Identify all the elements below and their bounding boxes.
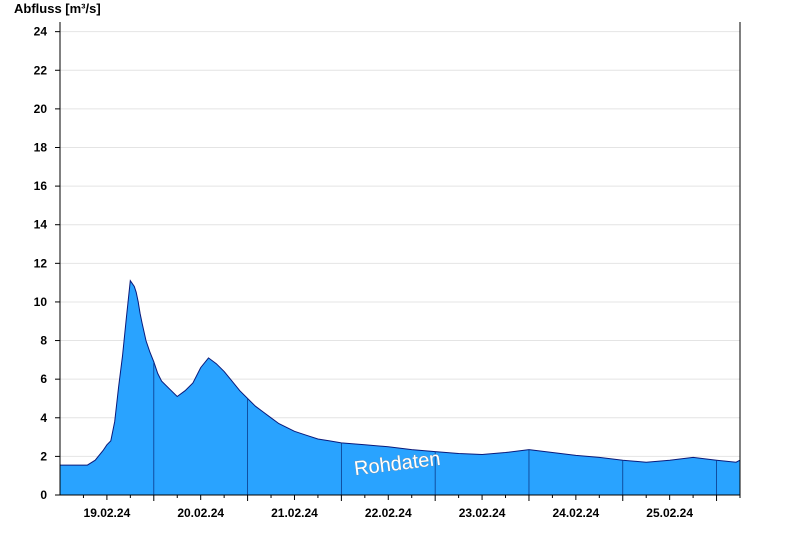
y-tick-label: 4 [40,411,47,425]
y-tick-label: 18 [34,140,48,154]
x-tick-label: 22.02.24 [365,506,412,520]
y-tick-label: 14 [34,218,48,232]
y-axis-label: Abfluss [m³/s] [14,1,101,16]
x-tick-label: 24.02.24 [553,506,600,520]
y-tick-label: 12 [34,256,48,270]
plot-area [60,279,741,495]
discharge-area [60,280,740,495]
y-tick-label: 24 [34,25,48,39]
y-tick-label: 8 [40,334,47,348]
x-tick-label: 21.02.24 [271,506,318,520]
x-axis: 19.02.24 20.02.24 21.02.24 22.02.24 23.02.24… [60,494,741,520]
y-tick-label: 10 [34,295,48,309]
y-tick-label: 0 [40,488,47,502]
x-tick-label: 20.02.24 [177,506,224,520]
x-tick-label: 23.02.24 [459,506,506,520]
x-tick-label: 25.02.24 [646,506,693,520]
y-tick-label: 16 [34,179,48,193]
y-tick-label: 2 [40,449,47,463]
y-tick-label: 6 [40,372,47,386]
y-tick-label: 22 [34,63,48,77]
discharge-line [60,279,741,466]
x-tick-label: 19.02.24 [84,506,131,520]
y-tick-label: 20 [34,102,48,116]
